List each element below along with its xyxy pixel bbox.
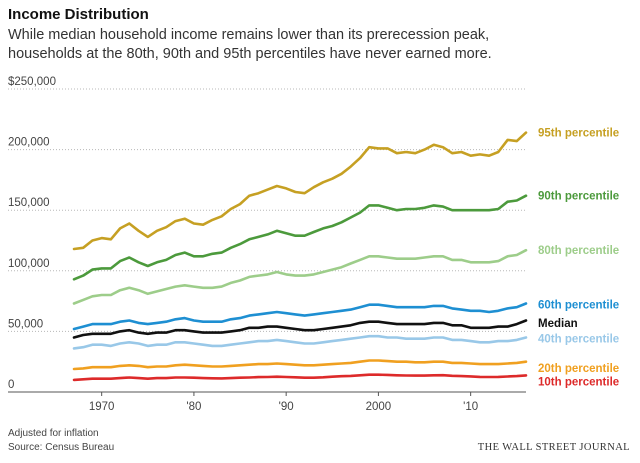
series-label: Median xyxy=(538,318,578,330)
series-line-90th-percentile xyxy=(72,194,528,281)
x-tick-label: '10 xyxy=(463,401,478,413)
series-label: 10th percentile xyxy=(538,377,619,389)
y-tick-label: $250,000 xyxy=(8,76,56,88)
footnote-source: Source: Census Bureau xyxy=(8,442,114,453)
axes: $250,000 200,000 150,000 100,000 50,000 0 1970… xyxy=(8,76,526,413)
y-tick-label: 0 xyxy=(8,379,14,391)
series-line-80th-percentile xyxy=(72,248,528,305)
series-lines xyxy=(72,131,528,382)
series-line-95th-percentile xyxy=(72,131,528,251)
chart-subtitle-line-2: households at the 80th, 90th and 95th pe… xyxy=(8,46,492,62)
series-line-20th-percentile xyxy=(72,359,528,371)
series-label: 40th percentile xyxy=(538,334,619,346)
y-tick-label: 200,000 xyxy=(8,137,50,149)
series-line-median xyxy=(72,319,528,339)
series-label: 20th percentile xyxy=(538,363,619,375)
series-line-10th-percentile xyxy=(72,373,528,382)
x-tick-label: '80 xyxy=(186,401,201,413)
y-tick-label: 100,000 xyxy=(8,258,50,270)
footnote-adjusted: Adjusted for inflation xyxy=(8,428,99,439)
y-tick-label: 150,000 xyxy=(8,197,50,209)
x-tick-label: 2000 xyxy=(366,401,392,413)
series-line-40th-percentile xyxy=(72,334,528,350)
series-label: 95th percentile xyxy=(538,128,619,140)
publisher-brand: THE WALL STREET JOURNAL xyxy=(478,442,630,453)
chart-title: Income Distribution xyxy=(8,6,149,23)
x-tick-label: 1970 xyxy=(89,401,115,413)
x-tick-label: '90 xyxy=(279,401,294,413)
y-tick-label: 50,000 xyxy=(8,318,43,330)
chart-subtitle-line-1: While median household income remains lo… xyxy=(8,27,489,43)
series-label: 80th percentile xyxy=(538,245,619,257)
series-label: 60th percentile xyxy=(538,300,619,312)
gridlines xyxy=(8,88,526,332)
series-line-60th-percentile xyxy=(72,302,528,331)
series-labels: 95th percentile 90th percentile 80th perce… xyxy=(538,128,619,389)
series-label: 90th percentile xyxy=(538,191,619,203)
